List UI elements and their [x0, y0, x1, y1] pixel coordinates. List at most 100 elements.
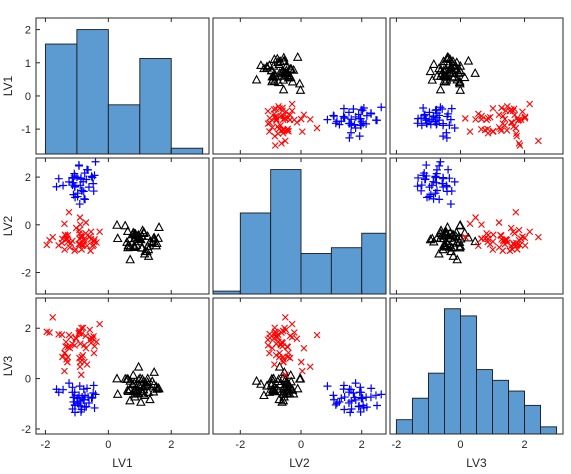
data-point — [435, 161, 444, 170]
data-point — [61, 231, 69, 239]
x-tick-label: -2 — [235, 439, 245, 451]
data-point — [513, 132, 521, 140]
data-point — [272, 351, 280, 359]
panel-LV3-vs-LV3 — [389, 297, 564, 435]
data-point — [330, 112, 339, 121]
data-point — [55, 331, 63, 338]
data-point — [128, 369, 139, 379]
data-point — [137, 386, 147, 396]
data-point — [269, 386, 280, 395]
data-point — [454, 236, 465, 246]
y-tick-label: 0 — [25, 374, 31, 386]
data-point — [271, 331, 279, 338]
data-point — [61, 367, 68, 375]
data-point — [330, 395, 339, 404]
data-point — [350, 120, 359, 129]
data-point — [335, 120, 344, 129]
data-point — [356, 407, 365, 416]
data-point — [81, 195, 90, 204]
panel-frame — [389, 157, 564, 295]
data-point — [420, 175, 429, 184]
data-point — [340, 405, 349, 414]
data-point — [256, 60, 266, 70]
panel-frame — [389, 297, 564, 435]
data-point — [444, 165, 453, 174]
data-point — [439, 121, 448, 130]
data-point — [443, 112, 452, 121]
data-point — [300, 111, 308, 119]
data-point — [519, 108, 526, 116]
histogram-bar — [76, 29, 109, 154]
data-point — [142, 373, 153, 383]
data-point — [463, 232, 474, 242]
data-point — [367, 384, 376, 393]
data-point — [489, 231, 497, 239]
data-point — [425, 66, 436, 76]
histogram-bar — [300, 253, 332, 294]
data-point — [298, 367, 306, 375]
data-point — [425, 234, 436, 244]
data-point — [280, 67, 291, 77]
data-point — [285, 127, 292, 135]
histogram-bar — [107, 104, 141, 154]
data-point — [62, 343, 70, 350]
data-point — [72, 334, 80, 342]
data-point — [435, 111, 444, 120]
data-point — [277, 396, 287, 406]
histogram-bar — [361, 232, 386, 294]
data-point — [59, 181, 68, 190]
data-point — [298, 128, 306, 136]
histogram-bar — [427, 372, 445, 434]
data-point — [526, 100, 534, 108]
data-point — [340, 114, 349, 123]
data-point — [259, 390, 269, 400]
data-point — [122, 226, 133, 235]
data-point — [91, 390, 100, 399]
data-point — [112, 219, 122, 229]
data-point — [139, 376, 149, 386]
data-point — [339, 385, 348, 394]
data-point — [351, 379, 360, 388]
data-point — [52, 182, 61, 191]
data-point — [251, 375, 262, 385]
data-point — [413, 119, 422, 128]
data-point — [501, 115, 509, 123]
data-point — [89, 187, 98, 196]
x-tick-label: 0 — [105, 439, 111, 451]
data-point — [466, 220, 474, 228]
data-point — [82, 175, 91, 184]
x-tick-label: 2 — [521, 439, 527, 451]
panel-LV1-vs-LV2 — [212, 17, 387, 155]
data-point — [345, 133, 354, 142]
histogram-bar — [270, 169, 302, 294]
data-point — [521, 113, 529, 121]
data-point — [442, 222, 453, 231]
data-point — [442, 181, 451, 190]
data-point — [323, 382, 332, 391]
data-point — [69, 237, 76, 245]
data-point — [454, 242, 465, 252]
data-point — [120, 220, 131, 230]
data-point — [446, 200, 455, 209]
data-point — [270, 106, 278, 113]
data-point — [466, 128, 474, 136]
data-point — [413, 182, 422, 191]
data-point — [367, 109, 376, 118]
data-point — [136, 396, 146, 406]
data-point — [449, 71, 460, 81]
panel-LV3-vs-LV1 — [35, 297, 210, 435]
data-point — [280, 374, 291, 384]
y-tick-label: 2 — [25, 25, 31, 37]
y-tick-label: -1 — [21, 124, 31, 136]
histogram-bar — [239, 212, 272, 294]
data-point — [350, 393, 359, 402]
data-point — [279, 67, 290, 77]
data-point — [134, 232, 145, 242]
data-point — [357, 121, 366, 130]
data-point — [461, 233, 469, 241]
data-point — [432, 169, 441, 178]
data-point — [76, 214, 84, 221]
data-point — [286, 111, 294, 119]
data-point — [65, 379, 74, 388]
data-point — [69, 393, 78, 402]
